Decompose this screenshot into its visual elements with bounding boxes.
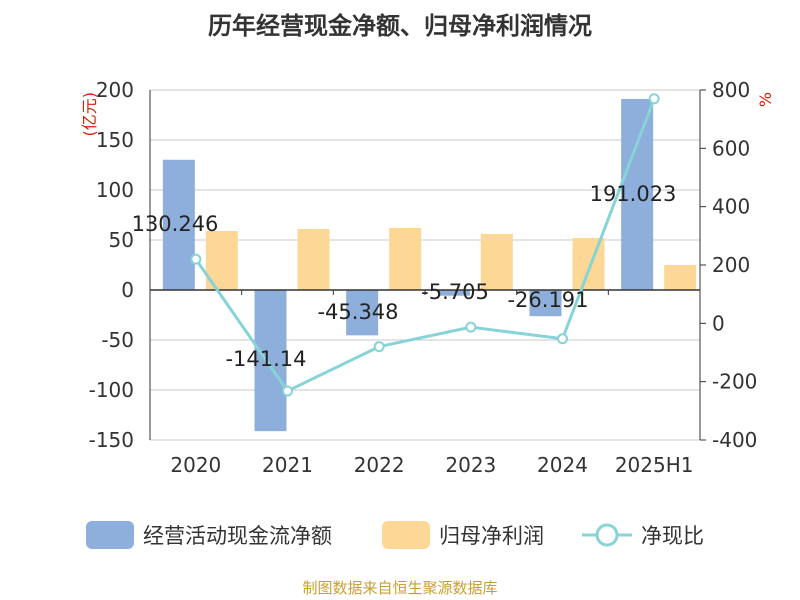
net-profit-bars [205,228,697,290]
cash-flow-bars [162,98,654,432]
cash-flow-bar [254,290,287,432]
net-profit-bar [389,228,422,290]
right-axis-tick-label: 400 [712,195,750,219]
right-axis-tick-label: 800 [712,78,750,102]
ratio-point [557,333,568,345]
cash-flow-data-label: -26.191 [507,288,588,312]
left-axis-tick-label: 100 [96,178,134,202]
cash-flow-bar [437,290,470,296]
right-axis-tick-label: 600 [712,136,750,160]
right-axis-tick-label: 200 [712,253,750,277]
legend: 经营活动现金流净额 归母净利润 净现比 [86,521,704,549]
cash-flow-data-label: 130.246 [132,212,219,236]
legend-swatch-cash-flow [86,521,134,549]
cash-flow-data-label: -5.705 [421,280,489,304]
net-profit-bar [480,234,513,290]
ratio-line [190,93,660,397]
left-axis-unit: (亿元) [80,92,99,137]
cash-flow-data-label: -45.348 [317,300,398,324]
left-axis-tick-label: -50 [101,328,134,352]
category-label: 2024 [537,453,588,477]
cash-flow-data-label: -141.14 [225,347,306,371]
category-label: 2020 [170,453,221,477]
source-note: 制图数据来自恒生聚源数据库 [302,579,497,597]
cash-flow-bar [621,98,654,291]
legend-label-net-profit: 归母净利润 [439,524,544,548]
category-label: 2025H1 [615,453,694,477]
legend-label-ratio: 净现比 [641,524,704,548]
left-axis-tick-label: -100 [89,378,134,402]
cash-flow-bar [162,159,195,290]
cash-flow-data-label: 191.023 [590,182,677,206]
right-axis-tick-label: -200 [712,370,757,394]
right-axis-tick-label: 0 [712,311,725,335]
net-profit-bar [297,229,330,290]
chart-title: 历年经营现金净额、归母净利润情况 [208,12,592,40]
ratio-polyline [194,98,656,393]
category-label: 2021 [262,453,313,477]
left-axis-tick-label: 50 [109,228,134,252]
left-axis-tick-label: 200 [96,78,134,102]
ratio-point [465,321,477,333]
cash-flow-bar [529,290,562,317]
data-labels: 130.246 -141.14 -45.348 -5.705 -26.191 191.02… [132,182,677,371]
legend-swatch-net-profit [382,521,430,549]
ratio-point [648,93,660,105]
net-profit-bar [572,238,605,290]
left-axis-tick-label: 150 [96,128,134,152]
category-label: 2022 [354,453,405,477]
legend-swatch-ratio-marker [595,523,619,547]
left-axis-tick-label: -150 [89,428,134,452]
ratio-point [190,253,202,265]
right-axis-unit: % [756,92,775,107]
left-axis-tick-label: 0 [121,278,134,302]
net-profit-bar [664,265,697,290]
cash-flow-bar [346,290,379,336]
category-label: 2023 [445,453,496,477]
right-axis-tick-label: -400 [712,428,757,452]
ratio-point [282,385,293,397]
axes: 200 150 100 50 0 -50 -100 -150 800 600 400 200 0 -200… [89,78,758,477]
ratio-point [373,341,385,353]
legend-label-cash-flow: 经营活动现金流净额 [143,524,332,548]
